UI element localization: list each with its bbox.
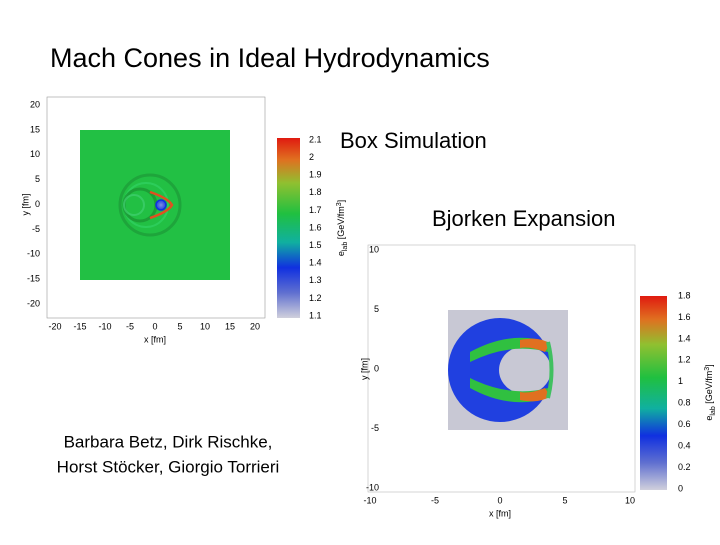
colorbar-label-close: ] — [336, 200, 346, 203]
y-axis-label: y [fm] — [20, 194, 30, 216]
y-tick-label: -10 — [366, 482, 379, 492]
colorbar-tick-label: 1.5 — [309, 240, 322, 250]
colorbar-label-unit: [GeV/fm — [704, 371, 714, 407]
x-axis-label: x [fm] — [144, 334, 166, 344]
colorbar-tick-label: 1.8 — [678, 290, 691, 300]
slide-title: Mach Cones in Ideal Hydrodynamics — [50, 43, 490, 73]
mach-cone — [118, 173, 182, 237]
y-tick-label: 0 — [374, 363, 379, 373]
colorbar-label-symbol: e — [336, 251, 346, 256]
colorbar-tick-label: 1.9 — [309, 170, 322, 180]
colorbar-tick-label: 1.4 — [309, 258, 322, 268]
mach-cone — [448, 318, 554, 422]
y-tick-label: 10 — [369, 244, 379, 254]
colorbar-tick-label: 2 — [309, 152, 314, 162]
y-tick-label: 15 — [30, 124, 40, 134]
colorbar-tick-label: 1.1 — [309, 310, 322, 320]
y-tick-label: -10 — [27, 249, 40, 259]
x-tick-label: -20 — [48, 321, 61, 331]
colorbar-tick-label: 0.6 — [678, 419, 691, 429]
x-tick-label: -10 — [363, 495, 376, 505]
y-tick-label: -5 — [371, 423, 379, 433]
x-tick-label: 5 — [562, 495, 567, 505]
y-tick-label: -20 — [27, 298, 40, 308]
colorbar-tick-label: 2.1 — [309, 134, 322, 144]
colorbar-tick-label: 0.4 — [678, 440, 691, 450]
colorbar-tick-label: 1.4 — [678, 333, 691, 343]
x-tick-label: 10 — [200, 321, 210, 331]
colorbar-label-symbol: e — [704, 416, 714, 421]
colorbar-tick-label: 1.6 — [309, 222, 322, 232]
y-tick-label: -15 — [27, 274, 40, 284]
colorbar-label-sub: lab — [710, 406, 717, 415]
colorbar-tick-label: 1.8 — [309, 187, 322, 197]
x-tick-label: -5 — [431, 495, 439, 505]
x-tick-label: 15 — [225, 321, 235, 331]
colorbar-tick-label: 0 — [678, 483, 683, 493]
colorbar-tick-label: 1 — [678, 376, 683, 386]
colorbar-label-sup: 3 — [704, 367, 711, 371]
x-axis-label: x [fm] — [489, 508, 511, 518]
colorbar-tick-label: 1.3 — [309, 275, 322, 285]
y-axis-label: y [fm] — [359, 358, 369, 380]
colorbar-tick-label: 1.2 — [678, 355, 691, 365]
x-tick-label: -10 — [98, 321, 111, 331]
x-tick-label: 0 — [497, 495, 502, 505]
colorbar-label: elab [GeV/fm3] — [704, 364, 717, 420]
authors-line: Barbara Betz, Dirk Rischke, — [64, 432, 273, 451]
y-tick-label: -5 — [32, 224, 40, 234]
colorbar-label-unit: [GeV/fm — [336, 206, 346, 242]
colorbar-label-close: ] — [704, 364, 714, 367]
colorbar-tick-label: 1.2 — [309, 293, 322, 303]
colorbar-label-sub: lab — [342, 242, 349, 251]
box-label: Box Simulation — [340, 128, 487, 153]
colorbar-tick-label: 1.6 — [678, 312, 691, 322]
y-tick-label: 10 — [30, 149, 40, 159]
y-tick-label: 20 — [30, 99, 40, 109]
colorbar-tick-label: 0.2 — [678, 462, 691, 472]
y-tick-label: 5 — [374, 304, 379, 314]
x-tick-label: -15 — [73, 321, 86, 331]
colorbar — [277, 138, 300, 318]
colorbar-label: elab [GeV/fm3] — [336, 200, 349, 256]
colorbar-tick-label: 0.8 — [678, 398, 691, 408]
colorbar-tick-label: 1.7 — [309, 205, 322, 215]
x-tick-label: 20 — [250, 321, 260, 331]
x-tick-label: 5 — [177, 321, 182, 331]
y-tick-label: 0 — [35, 199, 40, 209]
x-tick-label: 10 — [625, 495, 635, 505]
x-tick-label: -5 — [126, 321, 134, 331]
x-tick-label: 0 — [152, 321, 157, 331]
bjorken-label: Bjorken Expansion — [432, 206, 615, 231]
y-tick-label: 5 — [35, 174, 40, 184]
authors-line: Horst Stöcker, Giorgio Torrieri — [57, 457, 280, 476]
colorbar-label-sup: 3 — [336, 202, 343, 206]
colorbar — [640, 296, 667, 490]
